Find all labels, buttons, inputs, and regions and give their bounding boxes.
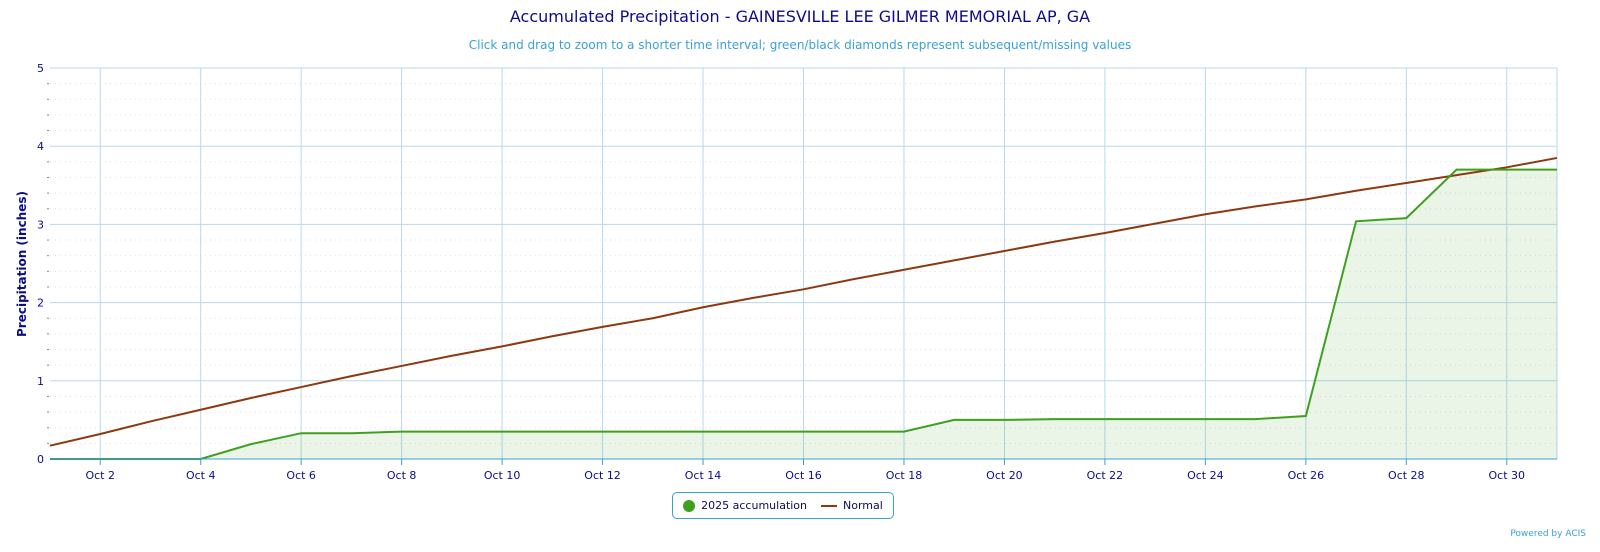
x-tick-label: Oct 28 — [1388, 469, 1425, 482]
x-tick-label: Oct 10 — [484, 469, 521, 482]
x-tick-label: Oct 30 — [1489, 469, 1526, 482]
legend-marker-green — [683, 499, 696, 512]
y-tick-label: 0 — [37, 453, 44, 466]
y-tick-label: 1 — [37, 375, 44, 388]
chart-title: Accumulated Precipitation - GAINESVILLE … — [509, 7, 1091, 26]
legend-label: 2025 accumulation — [701, 499, 808, 512]
powered-by-link[interactable]: Powered by ACIS — [1510, 529, 1586, 539]
normal-line — [49, 156, 1558, 447]
legend-label: Normal — [843, 499, 883, 512]
y-tick-label: 4 — [37, 140, 44, 153]
x-tick-label: Oct 12 — [584, 469, 621, 482]
accumulation-area — [50, 169, 1557, 459]
x-tick-label: Oct 14 — [685, 469, 722, 482]
y-axis-label: Precipitation (inches) — [15, 191, 29, 337]
chart-subtitle: Click and drag to zoom to a shorter time… — [468, 38, 1132, 52]
x-tick-label: Oct 20 — [986, 469, 1023, 482]
x-tick-label: Oct 6 — [286, 469, 316, 482]
legend-item-normal[interactable]: Normal — [821, 499, 883, 512]
x-tick-label: Oct 26 — [1288, 469, 1325, 482]
x-tick-label: Oct 22 — [1087, 469, 1124, 482]
x-tick-label: Oct 18 — [886, 469, 923, 482]
x-tick-label: Oct 4 — [186, 469, 216, 482]
y-tick-label: 3 — [37, 218, 44, 231]
y-tick-label: 5 — [37, 62, 44, 75]
accumulation-line — [50, 168, 1557, 460]
legend-marker-brown — [821, 504, 838, 507]
y-tick-label: 2 — [37, 297, 44, 310]
x-tick-label: Oct 2 — [85, 469, 115, 482]
x-tick-label: Oct 16 — [785, 469, 822, 482]
x-tick-label: Oct 8 — [387, 469, 417, 482]
legend-item-2025[interactable]: 2025 accumulation — [683, 499, 807, 512]
legend: 2025 accumulation Normal — [672, 492, 894, 519]
x-tick-label: Oct 24 — [1187, 469, 1224, 482]
